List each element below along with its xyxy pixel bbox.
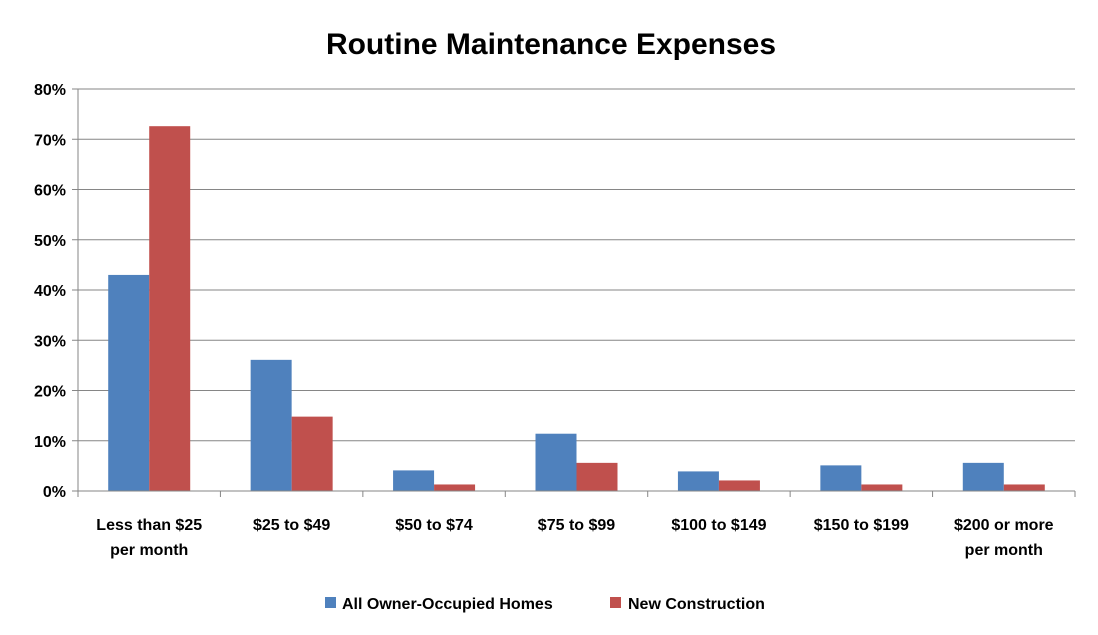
bar	[250, 359, 292, 491]
x-tick-label: $75 to $99	[538, 517, 615, 534]
legend-label: All Owner-Occupied Homes	[342, 596, 553, 613]
y-tick-label: 60%	[34, 183, 66, 200]
x-axis-ticks: Less than $25 per month $25 to $49 $50 to $…	[77, 491, 1076, 559]
bar	[718, 480, 760, 491]
y-tick-label: 10%	[34, 434, 66, 451]
bars	[108, 126, 1045, 491]
bar	[535, 433, 577, 491]
y-tick-label: 20%	[34, 384, 66, 401]
x-tick-label: $25 to $49	[253, 517, 330, 534]
bar	[962, 462, 1004, 491]
y-tick-label: 50%	[34, 233, 66, 250]
legend-item: All Owner-Occupied Homes	[325, 596, 553, 613]
bar	[291, 416, 333, 491]
bar	[576, 462, 618, 491]
legend: All Owner-Occupied Homes New Construction	[325, 596, 765, 613]
bar	[149, 126, 191, 491]
y-axis-ticks: 0% 10% 20% 30% 40% 50% 60% 70% 80%	[34, 82, 78, 501]
legend-label: New Construction	[628, 596, 765, 613]
legend-swatch	[610, 597, 621, 608]
x-tick-label: $200 or more per month	[954, 517, 1054, 559]
x-tick-label: $150 to $199	[814, 517, 909, 534]
x-tick-label: $50 to $74	[395, 517, 472, 534]
bar	[1003, 484, 1045, 491]
y-tick-label: 70%	[34, 132, 66, 149]
y-tick-label: 40%	[34, 283, 66, 300]
y-tick-label: 30%	[34, 333, 66, 350]
x-tick-label: Less than $25 per month	[96, 517, 202, 559]
bar	[108, 274, 150, 491]
y-tick-label: 0%	[43, 484, 66, 501]
bar	[677, 471, 719, 491]
legend-item: New Construction	[610, 596, 765, 613]
gridlines	[78, 88, 1075, 492]
x-tick-label: $100 to $149	[671, 517, 766, 534]
bar	[861, 484, 903, 491]
bar	[393, 470, 435, 491]
legend-swatch	[325, 597, 336, 608]
y-tick-label: 80%	[34, 82, 66, 99]
chart-title: Routine Maintenance Expenses	[326, 28, 776, 61]
bar	[820, 465, 862, 491]
bar	[434, 484, 476, 491]
